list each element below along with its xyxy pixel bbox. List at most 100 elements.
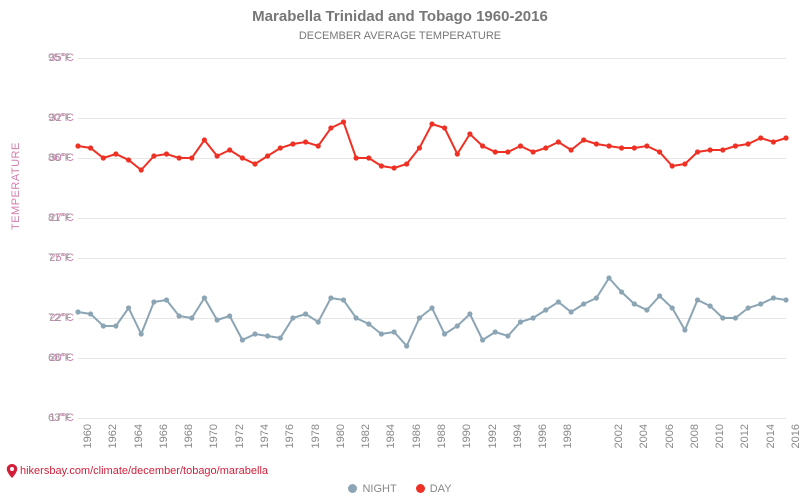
- night-marker: [88, 311, 93, 316]
- night-marker: [202, 295, 207, 300]
- night-marker: [189, 315, 194, 320]
- night-marker: [556, 299, 561, 304]
- night-line: [78, 278, 786, 346]
- day-line: [78, 122, 786, 170]
- day-marker: [581, 137, 586, 142]
- day-marker: [657, 149, 662, 154]
- day-marker: [379, 163, 384, 168]
- night-marker: [113, 323, 118, 328]
- day-marker: [265, 153, 270, 158]
- day-marker: [101, 155, 106, 160]
- day-marker: [467, 131, 472, 136]
- night-marker: [657, 293, 662, 298]
- legend-item-night: NIGHT: [348, 483, 396, 495]
- night-marker: [290, 315, 295, 320]
- night-marker: [101, 323, 106, 328]
- day-marker: [493, 149, 498, 154]
- legend-item-day: DAY: [416, 483, 452, 495]
- night-marker: [682, 327, 687, 332]
- night-marker: [518, 319, 523, 324]
- night-marker: [303, 311, 308, 316]
- night-marker: [467, 311, 472, 316]
- night-marker: [543, 307, 548, 312]
- night-marker: [581, 301, 586, 306]
- night-marker: [429, 305, 434, 310]
- night-marker: [404, 343, 409, 348]
- night-marker: [670, 305, 675, 310]
- night-marker: [720, 315, 725, 320]
- day-marker: [202, 137, 207, 142]
- day-marker: [442, 125, 447, 130]
- night-marker: [569, 309, 574, 314]
- night-marker: [644, 307, 649, 312]
- legend-label-night: NIGHT: [362, 483, 396, 495]
- night-marker: [708, 303, 713, 308]
- night-marker: [442, 331, 447, 336]
- day-marker: [177, 155, 182, 160]
- day-marker: [733, 143, 738, 148]
- day-marker: [417, 145, 422, 150]
- day-marker: [366, 155, 371, 160]
- night-marker: [392, 329, 397, 334]
- day-marker: [771, 139, 776, 144]
- day-marker: [354, 155, 359, 160]
- day-marker: [215, 153, 220, 158]
- day-marker: [708, 147, 713, 152]
- night-marker: [480, 337, 485, 342]
- night-marker: [177, 313, 182, 318]
- day-marker: [113, 151, 118, 156]
- day-marker: [556, 139, 561, 144]
- night-marker: [619, 289, 624, 294]
- day-marker: [139, 167, 144, 172]
- night-marker: [126, 305, 131, 310]
- day-marker: [303, 139, 308, 144]
- night-marker: [240, 337, 245, 342]
- night-marker: [594, 295, 599, 300]
- day-marker: [543, 145, 548, 150]
- day-marker: [126, 157, 131, 162]
- day-marker: [404, 161, 409, 166]
- night-marker: [493, 329, 498, 334]
- night-marker: [606, 275, 611, 280]
- night-marker: [316, 319, 321, 324]
- night-marker: [531, 315, 536, 320]
- night-marker: [695, 297, 700, 302]
- night-marker: [783, 297, 788, 302]
- day-marker: [594, 141, 599, 146]
- day-marker: [695, 149, 700, 154]
- legend-dot-night: [348, 484, 357, 493]
- night-marker: [733, 315, 738, 320]
- day-marker: [569, 147, 574, 152]
- day-marker: [720, 147, 725, 152]
- night-marker: [758, 301, 763, 306]
- night-marker: [505, 333, 510, 338]
- night-marker: [746, 305, 751, 310]
- day-marker: [189, 155, 194, 160]
- day-marker: [455, 151, 460, 156]
- day-marker: [746, 141, 751, 146]
- night-marker: [252, 331, 257, 336]
- day-marker: [341, 119, 346, 124]
- night-marker: [379, 331, 384, 336]
- day-marker: [240, 155, 245, 160]
- night-marker: [455, 323, 460, 328]
- night-marker: [265, 333, 270, 338]
- legend-dot-day: [416, 484, 425, 493]
- day-marker: [278, 145, 283, 150]
- plot-area: [0, 0, 800, 500]
- night-marker: [771, 295, 776, 300]
- map-pin-icon: [6, 464, 18, 478]
- night-marker: [328, 295, 333, 300]
- day-marker: [632, 145, 637, 150]
- source-text: hikersbay.com/climate/december/tobago/ma…: [20, 465, 268, 477]
- day-marker: [328, 125, 333, 130]
- day-marker: [75, 143, 80, 148]
- chart-container: Marabella Trinidad and Tobago 1960-2016 …: [0, 0, 800, 500]
- day-marker: [644, 143, 649, 148]
- day-marker: [290, 141, 295, 146]
- night-marker: [164, 297, 169, 302]
- night-marker: [278, 335, 283, 340]
- night-marker: [417, 315, 422, 320]
- source-attribution: hikersbay.com/climate/december/tobago/ma…: [6, 464, 268, 478]
- night-marker: [341, 297, 346, 302]
